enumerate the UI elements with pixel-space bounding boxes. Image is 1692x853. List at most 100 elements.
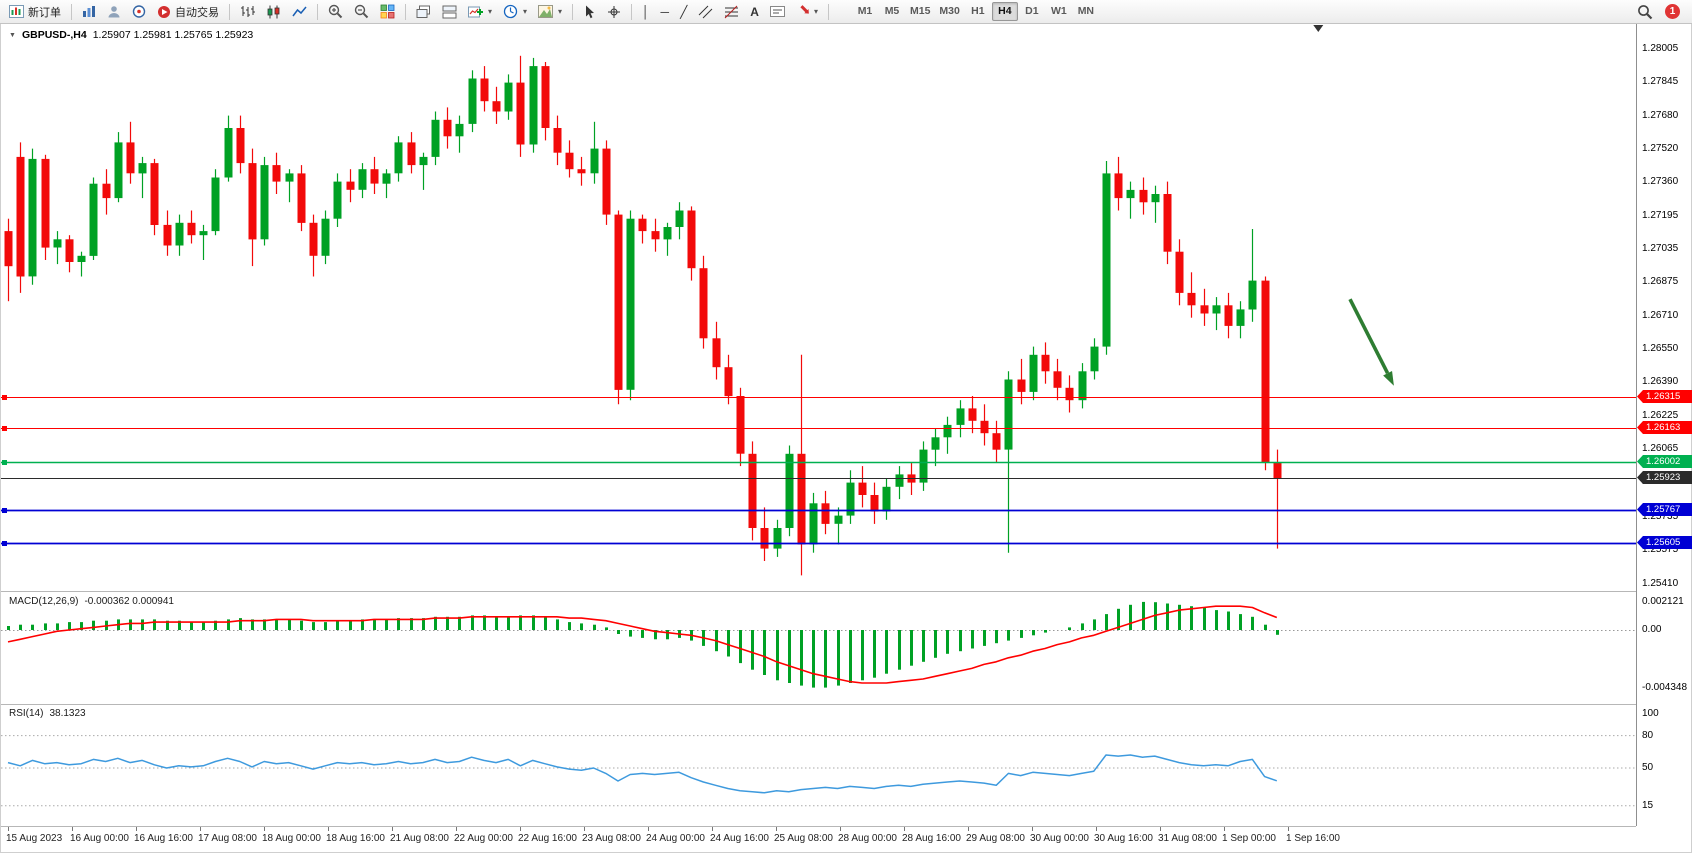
time-axis-tick <box>392 827 393 831</box>
time-axis-tick <box>328 827 329 831</box>
price-axis-label: 1.27360 <box>1642 176 1679 187</box>
level-handle[interactable] <box>2 395 7 400</box>
level-handle[interactable] <box>2 541 7 546</box>
candle-body <box>1273 462 1282 479</box>
trendline-button[interactable]: ╱ <box>675 1 692 22</box>
collapse-icon[interactable]: ▼ <box>9 31 16 39</box>
panel-divider[interactable] <box>1 704 1636 705</box>
vertical-line-button[interactable]: │ <box>637 1 655 22</box>
timeframe-button-M15[interactable]: M15 <box>906 2 934 21</box>
data-window-button[interactable] <box>102 1 126 22</box>
time-axis-label: 1 Sep 00:00 <box>1222 833 1276 844</box>
crosshair-button[interactable] <box>602 1 626 22</box>
candle-body <box>565 152 574 170</box>
autotrading-button[interactable]: 自动交易 <box>152 1 224 22</box>
level-handle[interactable] <box>2 460 7 465</box>
level-handle[interactable] <box>2 508 7 513</box>
ohlc-bars-button[interactable] <box>235 1 260 22</box>
cascade-windows-button[interactable] <box>411 1 436 22</box>
timeframe-group: M1 M5 M15 M30 H1 H4 D1 W1 MN <box>852 2 1099 21</box>
indicators-button[interactable]: ▾ <box>463 1 497 22</box>
candle-body <box>1175 251 1184 293</box>
price-axis-label: 1.27035 <box>1642 243 1679 254</box>
candle-body <box>1151 194 1160 203</box>
time-axis[interactable]: 15 Aug 2023 16 Aug 00:00 16 Aug 16:00 17 Au… <box>1 827 1636 853</box>
arrows-button[interactable]: ▾ <box>791 1 823 22</box>
time-axis-tick <box>136 827 137 831</box>
time-axis-label: 28 Aug 00:00 <box>838 833 897 844</box>
candle-body <box>163 224 172 246</box>
candle-body <box>614 214 623 390</box>
rsi-label: RSI(14) 38.1323 <box>9 708 86 719</box>
zoom-in-button[interactable] <box>323 1 348 22</box>
text-label-button[interactable] <box>765 1 790 22</box>
toolbar-separator <box>572 3 574 20</box>
channel-button[interactable] <box>693 1 718 22</box>
candle-body <box>809 503 818 545</box>
candle-body <box>407 142 416 166</box>
timeframe-button-D1[interactable]: D1 <box>1019 2 1045 21</box>
candle-body <box>28 158 37 277</box>
rsi-panel[interactable] <box>1 705 1636 826</box>
timeframe-button-H1[interactable]: H1 <box>965 2 991 21</box>
fibonacci-button[interactable] <box>719 1 744 22</box>
candles-group[interactable] <box>4 55 1282 576</box>
time-axis-tick <box>72 827 73 831</box>
timeframe-button-M30[interactable]: M30 <box>935 2 963 21</box>
horizontal-line-button[interactable]: ─ <box>656 1 675 22</box>
candle-body <box>1139 189 1148 203</box>
toolbar-separator <box>631 3 633 20</box>
timeframe-button-W1[interactable]: W1 <box>1046 2 1072 21</box>
candle-body <box>541 66 550 128</box>
search-button[interactable] <box>1632 1 1658 22</box>
cascade-windows-icon <box>416 5 430 18</box>
rsi-line <box>7 754 1278 794</box>
notification-badge[interactable]: 1 <box>1665 4 1680 19</box>
market-watch-button[interactable] <box>77 1 101 22</box>
line-chart-button[interactable] <box>287 1 312 22</box>
candle-body <box>968 408 977 421</box>
price-axis-label: 1.26065 <box>1642 443 1679 454</box>
macd-panel[interactable] <box>1 593 1636 704</box>
channel-icon <box>698 5 713 18</box>
price-axis[interactable]: 1.28005 1.27845 1.27680 1.27520 1.27360 1.271… <box>1637 24 1692 853</box>
rsi-axis-label: 50 <box>1642 762 1654 773</box>
cursor-button[interactable] <box>578 1 601 22</box>
price-axis-label: 1.27195 <box>1642 210 1679 221</box>
level-handle[interactable] <box>2 426 7 431</box>
candle-body <box>370 169 379 184</box>
timeframe-button-M1[interactable]: M1 <box>852 2 878 21</box>
candle-body <box>821 503 830 524</box>
candle-body <box>773 528 782 549</box>
timeframe-button-MN[interactable]: MN <box>1073 2 1099 21</box>
tile-windows-button[interactable] <box>375 1 400 22</box>
candle-body <box>553 128 562 153</box>
time-axis-tick <box>200 827 201 831</box>
candle-body <box>346 181 355 190</box>
templates-button[interactable]: ▾ <box>533 1 567 22</box>
navigator-button[interactable] <box>127 1 151 22</box>
periods-button[interactable]: ▾ <box>498 1 532 22</box>
timeframe-button-M5[interactable]: M5 <box>879 2 905 21</box>
candle-body <box>577 169 586 174</box>
chart-shift-marker[interactable] <box>1313 25 1324 32</box>
candlestick-chart-button[interactable] <box>261 1 286 22</box>
text-button[interactable]: A <box>745 1 764 22</box>
panel-divider[interactable] <box>1 591 1636 592</box>
price-axis-label: 1.26875 <box>1642 276 1679 287</box>
arrange-windows-button[interactable] <box>437 1 462 22</box>
new-order-button[interactable]: 新订单 <box>4 1 66 22</box>
price-axis-label: 1.26710 <box>1642 310 1679 321</box>
trend-arrow[interactable] <box>1348 298 1394 386</box>
fibonacci-icon <box>724 5 739 18</box>
time-axis-label: 24 Aug 00:00 <box>646 833 705 844</box>
timeframe-button-H4[interactable]: H4 <box>991 2 1018 21</box>
candle-body <box>65 239 74 262</box>
time-axis-label: 30 Aug 16:00 <box>1094 833 1153 844</box>
price-chart[interactable] <box>1 24 1636 590</box>
zoom-out-button[interactable] <box>349 1 374 22</box>
time-axis-label: 16 Aug 16:00 <box>134 833 193 844</box>
candle-body <box>1236 309 1245 326</box>
time-axis-label: 22 Aug 16:00 <box>518 833 577 844</box>
